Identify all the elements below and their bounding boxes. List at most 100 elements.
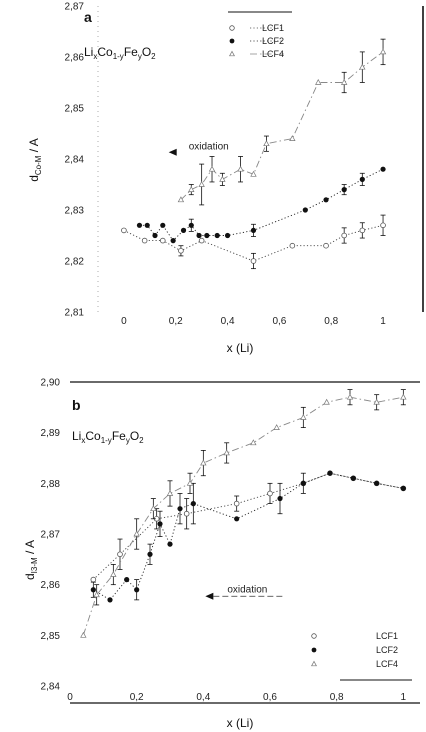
data-point <box>224 232 231 239</box>
data-point <box>400 485 406 491</box>
legend-marker <box>311 660 317 667</box>
series-line-lcf2 <box>93 472 404 601</box>
data-point <box>177 196 185 203</box>
data-point <box>124 577 130 583</box>
data-point <box>166 489 174 496</box>
legend: LCF1 LCF2 LCF4 <box>311 631 412 681</box>
legend-marker <box>311 647 317 653</box>
y-tick-label: 2,86 <box>41 580 61 591</box>
panel-b: b LixCo1-yFeyO2 dI3-M / A x (Li) <box>23 381 420 730</box>
panel-b-label: b <box>72 397 81 413</box>
data-point <box>144 222 150 228</box>
data-point <box>359 227 366 234</box>
annotation-text: oxidation <box>189 141 229 152</box>
data-point <box>134 587 140 593</box>
data-point <box>90 587 96 593</box>
data-point <box>147 551 153 557</box>
data-point <box>121 227 127 234</box>
legend-marker <box>229 38 235 44</box>
x-tick-label: 0,4 <box>196 692 210 703</box>
y-tick-label: 2,81 <box>65 308 85 319</box>
data-point <box>196 232 202 239</box>
data-point <box>263 140 270 147</box>
x-tick-label: 0,6 <box>272 316 286 327</box>
x-tick-label: 0,6 <box>263 692 277 703</box>
panel-a-plot: 2,81 2,82 2,83 2,84 2,85 2,86 2,87 0 0,2 0,4 0,6 0,… <box>65 2 387 328</box>
y-tick-label: 2,85 <box>41 631 61 642</box>
x-tick-label: 0,4 <box>221 316 235 327</box>
data-point <box>198 180 205 187</box>
data-point <box>250 227 257 233</box>
y-tick-label: 2,87 <box>65 2 85 13</box>
data-point <box>289 135 296 141</box>
data-point <box>346 393 354 400</box>
data-point <box>93 591 100 598</box>
data-point <box>359 63 366 70</box>
data-point <box>178 248 184 254</box>
data-point <box>204 232 210 239</box>
data-point <box>107 597 113 603</box>
data-point <box>219 175 226 182</box>
legend-marker <box>229 50 235 57</box>
legend-label: LCF4 <box>262 49 284 59</box>
data-point <box>340 78 348 85</box>
data-point <box>186 479 194 486</box>
x-tick-label: 0 <box>121 316 127 327</box>
annotation-text: oxidation <box>227 584 267 595</box>
data-point <box>323 197 329 203</box>
legend-label: LCF1 <box>262 23 284 33</box>
y-tick-label: 2,87 <box>41 530 61 541</box>
data-point <box>177 506 183 512</box>
y-tick-label: 2,84 <box>65 155 85 166</box>
y-tick-label: 2,83 <box>65 206 85 217</box>
data-point <box>250 258 257 264</box>
y-tick-label: 2,84 <box>41 682 61 693</box>
data-point <box>323 242 329 249</box>
data-point <box>323 398 330 405</box>
data-point <box>379 48 387 55</box>
y-tick-label: 2,90 <box>41 378 61 389</box>
data-point <box>315 78 322 85</box>
data-point <box>359 176 365 182</box>
series-line-lcf4 <box>82 396 404 636</box>
legend: LCF1 LCF2 LCF4 <box>228 11 292 59</box>
data-point <box>289 242 296 249</box>
y-tick-label: 2,89 <box>41 428 61 439</box>
legend-marker <box>229 25 235 31</box>
data-point <box>350 475 356 481</box>
data-point <box>277 495 283 502</box>
data-point <box>327 470 333 476</box>
oxidation-annotation: oxidation <box>205 584 284 600</box>
y-tick-label: 2,85 <box>65 104 85 115</box>
legend-label: LCF2 <box>376 645 398 655</box>
data-point <box>300 480 306 486</box>
panel-b-plot: 2,84 2,85 2,86 2,87 2,88 2,89 2,90 0 0,2 0,4 0,6 0,… <box>41 378 412 703</box>
oxidation-annotation: oxidation <box>168 141 229 156</box>
legend-label: LCF1 <box>376 631 398 641</box>
data-point <box>200 459 207 466</box>
series-line-lcf2 <box>139 168 384 242</box>
legend-marker <box>311 633 317 639</box>
data-point <box>380 166 386 172</box>
data-point <box>400 393 407 400</box>
data-point <box>110 570 117 577</box>
panel-b-y-label: dI3-M / A <box>23 540 39 580</box>
data-point <box>136 222 143 228</box>
panel-b-formula: LixCo1-yFeyO2 <box>72 429 144 445</box>
data-point <box>198 237 205 244</box>
data-point <box>341 187 347 193</box>
x-tick-label: 1 <box>401 692 407 703</box>
data-point <box>373 398 380 405</box>
data-point <box>250 439 257 446</box>
y-tick-label: 2,86 <box>65 53 85 64</box>
x-tick-label: 0,8 <box>324 316 338 327</box>
data-point <box>90 576 97 583</box>
series-line-lcf4 <box>180 51 384 201</box>
data-point <box>159 237 166 244</box>
data-point <box>80 631 87 638</box>
data-point <box>237 165 244 172</box>
data-point <box>208 165 216 172</box>
panel-a-formula: LixCo1-yFeyO2 <box>84 45 156 61</box>
series-line-lcf1 <box>92 472 404 580</box>
annotation-arrow-head <box>168 148 177 156</box>
